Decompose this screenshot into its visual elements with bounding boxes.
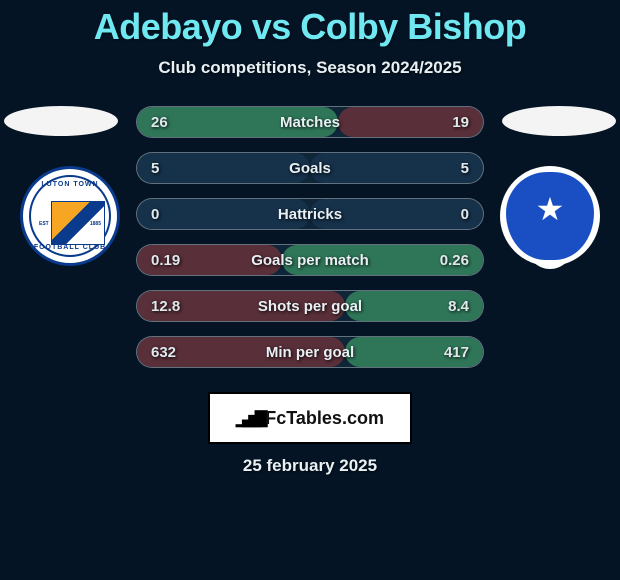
badge-text-top: LUTON TOWN	[31, 181, 109, 188]
chart-bars-icon: ▁▃▅▇	[236, 408, 261, 428]
player-photo-right	[502, 106, 616, 136]
stat-row: 12.88.4Shots per goal	[136, 290, 484, 322]
club-badge-luton: LUTON TOWN EST 1885 FOOTBALL CLUB	[20, 166, 120, 266]
stats-list: 2619Matches 55Goals 00Hattricks 0.190.26Goa…	[136, 106, 484, 382]
stat-label: Goals per match	[137, 245, 483, 276]
player-photo-left	[4, 106, 118, 136]
branding-text: FcTables.com	[265, 408, 384, 429]
badge-est-left: EST	[39, 221, 49, 227]
stat-label: Hattricks	[137, 199, 483, 230]
stat-row: 0.190.26Goals per match	[136, 244, 484, 276]
badge-ring: LUTON TOWN EST 1885 FOOTBALL CLUB	[29, 175, 111, 257]
stat-row: 00Hattricks	[136, 198, 484, 230]
stat-row: 2619Matches	[136, 106, 484, 138]
badge-est-right: 1885	[90, 221, 101, 227]
badge-text-bottom: FOOTBALL CLUB	[31, 244, 109, 251]
branding-badge: ▁▃▅▇ FcTables.com	[208, 392, 412, 444]
stat-label: Matches	[137, 107, 483, 138]
page-title: Adebayo vs Colby Bishop	[0, 0, 620, 48]
badge-shield-icon: ★	[506, 172, 594, 260]
subtitle: Club competitions, Season 2024/2025	[0, 58, 620, 78]
stat-row: 55Goals	[136, 152, 484, 184]
stat-label: Min per goal	[137, 337, 483, 368]
comparison-panel: LUTON TOWN EST 1885 FOOTBALL CLUB ★ 2619…	[0, 106, 620, 396]
stat-label: Shots per goal	[137, 291, 483, 322]
stat-row: 632417Min per goal	[136, 336, 484, 368]
stat-label: Goals	[137, 153, 483, 184]
snapshot-date: 25 february 2025	[0, 456, 620, 476]
crescent-icon	[527, 223, 573, 269]
club-badge-portsmouth: ★	[500, 166, 600, 266]
